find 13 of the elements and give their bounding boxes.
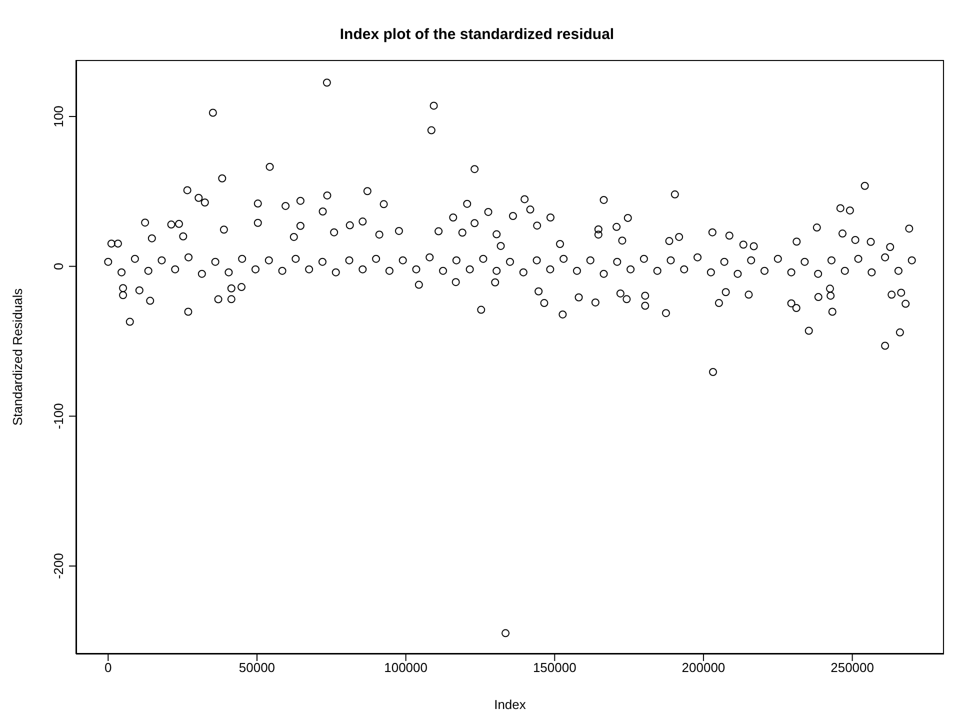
y-tick-label: -200 — [51, 553, 66, 580]
x-tick-label: 250000 — [830, 660, 874, 676]
x-tick-label: 100000 — [384, 660, 428, 676]
chart-title: Index plot of the standardized residual — [338, 26, 616, 43]
x-axis-title: Index — [494, 697, 526, 712]
x-tick-label: 150000 — [532, 660, 576, 676]
x-tick-label: 200000 — [682, 660, 726, 676]
y-tick-label: -100 — [51, 403, 66, 430]
x-tick-label: 0 — [104, 660, 112, 676]
y-axis-title: Standardized Residuals — [10, 288, 25, 426]
y-tick-label: 100 — [51, 106, 66, 128]
y-tick-label: 0 — [51, 262, 66, 270]
x-tick-label: 50000 — [238, 660, 276, 676]
